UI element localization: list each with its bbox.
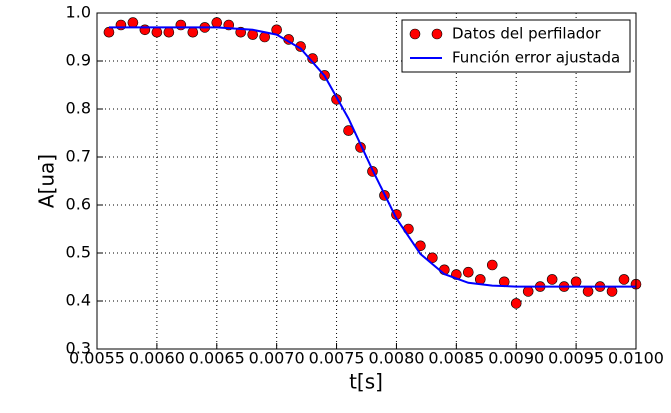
- y-tick-label: 0.6: [66, 195, 91, 214]
- data-point: [546, 274, 558, 285]
- x-tick-label: 0.0065: [189, 349, 245, 368]
- x-tick-label: 0.0070: [249, 349, 305, 368]
- x-tick-label: 0.0075: [309, 349, 365, 368]
- data-point: [127, 17, 139, 28]
- data-point: [618, 274, 630, 285]
- data-point: [139, 24, 151, 36]
- y-tick-label: 0.8: [66, 99, 91, 118]
- y-tick-label: 0.4: [66, 291, 91, 310]
- legend-marker: [409, 28, 421, 40]
- legend-label: Datos del perfilador: [452, 25, 601, 43]
- data-point: [151, 26, 163, 38]
- x-tick-label: 0.0060: [129, 349, 185, 368]
- legend-label: Función error ajustada: [452, 49, 620, 67]
- data-point: [606, 286, 618, 297]
- data-point: [570, 276, 582, 288]
- data-point: [463, 266, 474, 278]
- x-tick-label: 0.0100: [608, 349, 664, 368]
- x-axis-label: t[s]: [349, 370, 383, 394]
- data-point: [486, 259, 498, 271]
- y-tick-label: 0.5: [66, 243, 91, 262]
- y-tick-label: 1.0: [66, 3, 91, 22]
- x-tick-label: 0.0095: [548, 349, 604, 368]
- data-point: [163, 26, 175, 38]
- legend-box: [401, 19, 631, 73]
- data-point: [103, 26, 115, 38]
- data-point: [175, 19, 187, 31]
- x-tick-label: 0.0080: [368, 349, 424, 368]
- data-point: [115, 19, 127, 31]
- y-axis-label: A[ua]: [35, 154, 59, 208]
- x-tick-label: 0.0090: [488, 349, 544, 368]
- data-point: [522, 286, 534, 297]
- y-tick-label: 0.7: [66, 147, 91, 166]
- fit-line: [108, 26, 636, 288]
- data-point: [211, 17, 223, 28]
- plot-frame: [96, 12, 637, 350]
- y-tick-label: 0.9: [66, 51, 91, 70]
- data-point: [187, 26, 199, 38]
- x-tick-label: 0.0085: [428, 349, 484, 368]
- y-tick-label: 0.3: [66, 339, 91, 358]
- data-point: [582, 286, 594, 297]
- x-tick-label: 0.0055: [69, 349, 125, 368]
- legend-marker: [431, 28, 443, 40]
- data-point: [510, 298, 522, 309]
